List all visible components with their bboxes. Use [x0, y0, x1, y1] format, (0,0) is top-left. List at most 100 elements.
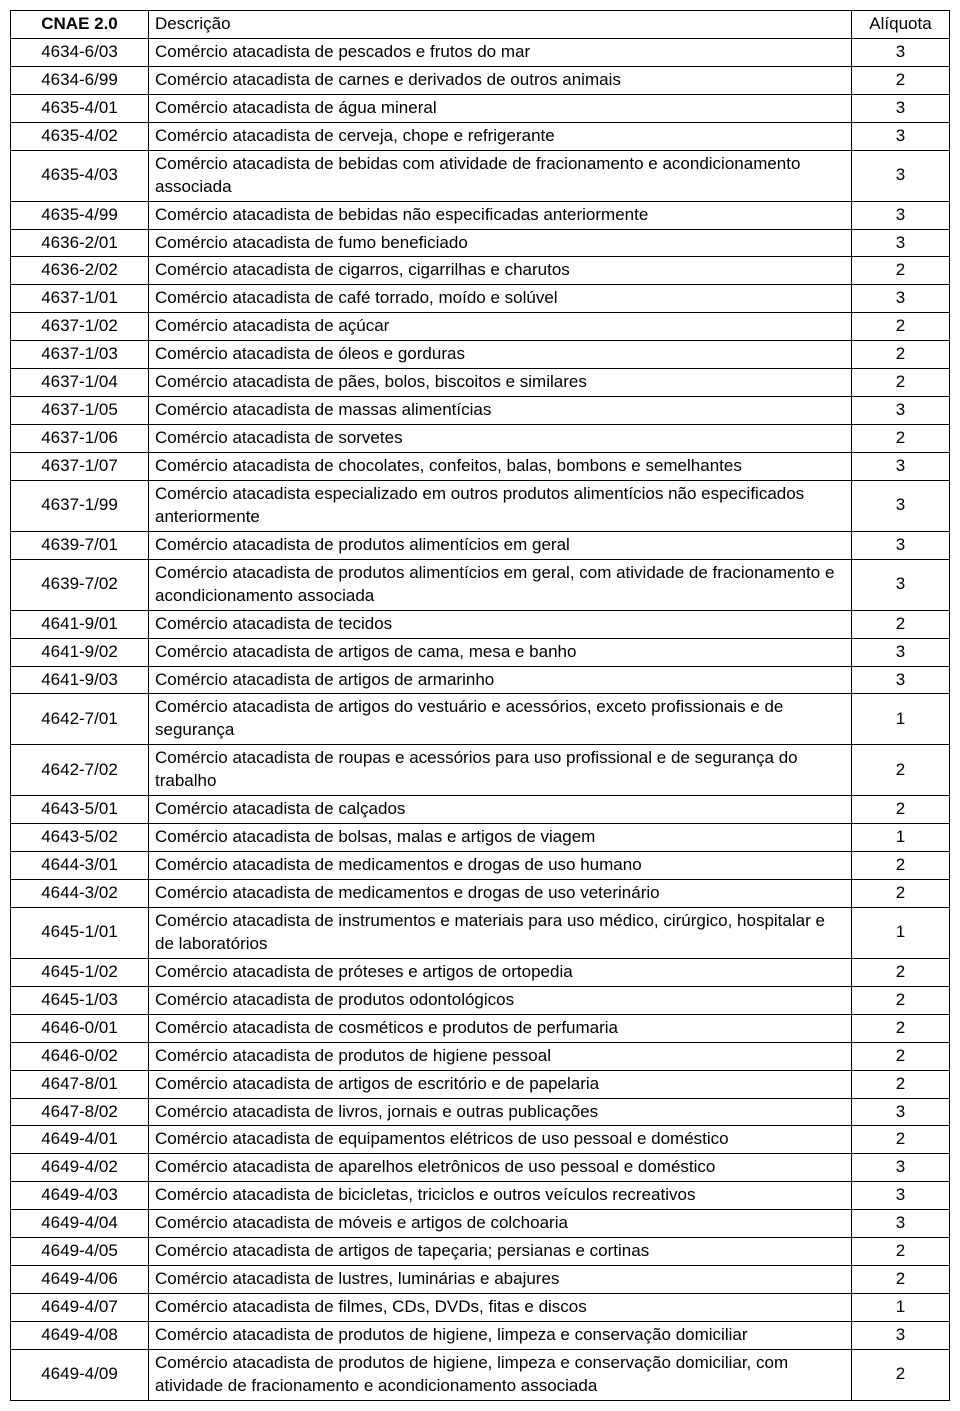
table-row: 4649-4/08Comércio atacadista de produtos… [11, 1322, 950, 1350]
cell-cnae: 4641-9/02 [11, 638, 149, 666]
table-row: 4636-2/02Comércio atacadista de cigarros… [11, 257, 950, 285]
cell-aliquota: 2 [852, 1014, 950, 1042]
cell-aliquota: 3 [852, 1322, 950, 1350]
cell-descricao: Comércio atacadista de filmes, CDs, DVDs… [149, 1294, 852, 1322]
table-row: 4637-1/05Comércio atacadista de massas a… [11, 397, 950, 425]
cell-aliquota: 3 [852, 666, 950, 694]
cell-cnae: 4647-8/02 [11, 1098, 149, 1126]
cell-aliquota: 2 [852, 745, 950, 796]
table-row: 4649-4/01Comércio atacadista de equipame… [11, 1126, 950, 1154]
cell-descricao: Comércio atacadista de produtos alimentí… [149, 531, 852, 559]
cell-descricao: Comércio atacadista de óleos e gorduras [149, 341, 852, 369]
cell-cnae: 4637-1/99 [11, 480, 149, 531]
table-row: 4644-3/01Comércio atacadista de medicame… [11, 852, 950, 880]
cell-aliquota: 3 [852, 94, 950, 122]
cell-descricao: Comércio atacadista de pescados e frutos… [149, 38, 852, 66]
table-row: 4634-6/03Comércio atacadista de pescados… [11, 38, 950, 66]
cell-cnae: 4649-4/07 [11, 1294, 149, 1322]
cell-cnae: 4639-7/01 [11, 531, 149, 559]
cell-aliquota: 2 [852, 610, 950, 638]
cell-cnae: 4637-1/04 [11, 369, 149, 397]
cell-descricao: Comércio atacadista de artigos de escrit… [149, 1070, 852, 1098]
table-row: 4643-5/02Comércio atacadista de bolsas, … [11, 824, 950, 852]
header-aliquota: Alíquota [852, 11, 950, 39]
cell-aliquota: 2 [852, 425, 950, 453]
table-row: 4644-3/02Comércio atacadista de medicame… [11, 880, 950, 908]
table-row: 4641-9/03Comércio atacadista de artigos … [11, 666, 950, 694]
cell-aliquota: 2 [852, 313, 950, 341]
cell-cnae: 4645-1/01 [11, 907, 149, 958]
cell-aliquota: 3 [852, 1154, 950, 1182]
header-cnae: CNAE 2.0 [11, 11, 149, 39]
cell-aliquota: 3 [852, 531, 950, 559]
cell-cnae: 4644-3/02 [11, 880, 149, 908]
cell-aliquota: 3 [852, 397, 950, 425]
cell-aliquota: 2 [852, 1266, 950, 1294]
cell-aliquota: 1 [852, 907, 950, 958]
cell-aliquota: 3 [852, 122, 950, 150]
cell-aliquota: 2 [852, 986, 950, 1014]
table-row: 4637-1/03Comércio atacadista de óleos e … [11, 341, 950, 369]
cell-descricao: Comércio atacadista de móveis e artigos … [149, 1210, 852, 1238]
cell-descricao: Comércio atacadista de produtos de higie… [149, 1322, 852, 1350]
table-row: 4649-4/03Comércio atacadista de biciclet… [11, 1182, 950, 1210]
cell-descricao: Comércio atacadista de lustres, luminári… [149, 1266, 852, 1294]
cell-aliquota: 2 [852, 880, 950, 908]
cell-descricao: Comércio atacadista de artigos de armari… [149, 666, 852, 694]
cell-descricao: Comércio atacadista de cerveja, chope e … [149, 122, 852, 150]
cell-cnae: 4634-6/03 [11, 38, 149, 66]
table-row: 4635-4/01Comércio atacadista de água min… [11, 94, 950, 122]
cell-aliquota: 3 [852, 201, 950, 229]
cell-aliquota: 3 [852, 480, 950, 531]
table-row: 4645-1/01Comércio atacadista de instrume… [11, 907, 950, 958]
table-row: 4645-1/03Comércio atacadista de produtos… [11, 986, 950, 1014]
cell-cnae: 4635-4/03 [11, 150, 149, 201]
cell-cnae: 4635-4/99 [11, 201, 149, 229]
cell-cnae: 4635-4/02 [11, 122, 149, 150]
cell-cnae: 4643-5/01 [11, 796, 149, 824]
cell-descricao: Comércio atacadista de tecidos [149, 610, 852, 638]
cell-descricao: Comércio atacadista de calçados [149, 796, 852, 824]
cell-cnae: 4637-1/06 [11, 425, 149, 453]
cell-cnae: 4649-4/01 [11, 1126, 149, 1154]
table-row: 4649-4/02Comércio atacadista de aparelho… [11, 1154, 950, 1182]
cell-cnae: 4643-5/02 [11, 824, 149, 852]
cell-cnae: 4635-4/01 [11, 94, 149, 122]
cell-descricao: Comércio atacadista de roupas e acessóri… [149, 745, 852, 796]
cell-cnae: 4637-1/02 [11, 313, 149, 341]
cell-cnae: 4642-7/01 [11, 694, 149, 745]
cell-aliquota: 1 [852, 694, 950, 745]
cell-aliquota: 3 [852, 38, 950, 66]
table-row: 4637-1/07Comércio atacadista de chocolat… [11, 453, 950, 481]
cell-aliquota: 2 [852, 341, 950, 369]
table-row: 4641-9/01Comércio atacadista de tecidos2 [11, 610, 950, 638]
table-row: 4649-4/07Comércio atacadista de filmes, … [11, 1294, 950, 1322]
table-row: 4649-4/09Comércio atacadista de produtos… [11, 1349, 950, 1400]
table-row: 4646-0/02Comércio atacadista de produtos… [11, 1042, 950, 1070]
cell-aliquota: 1 [852, 1294, 950, 1322]
table-row: 4637-1/01Comércio atacadista de café tor… [11, 285, 950, 313]
cell-descricao: Comércio atacadista de artigos de cama, … [149, 638, 852, 666]
cell-cnae: 4637-1/05 [11, 397, 149, 425]
cell-descricao: Comércio atacadista de artigos do vestuá… [149, 694, 852, 745]
table-row: 4649-4/06Comércio atacadista de lustres,… [11, 1266, 950, 1294]
table-row: 4635-4/02Comércio atacadista de cerveja,… [11, 122, 950, 150]
cell-descricao: Comércio atacadista de produtos de higie… [149, 1349, 852, 1400]
cell-cnae: 4647-8/01 [11, 1070, 149, 1098]
table-row: 4635-4/99Comércio atacadista de bebidas … [11, 201, 950, 229]
cell-cnae: 4636-2/01 [11, 229, 149, 257]
cnae-table: CNAE 2.0 Descrição Alíquota 4634-6/03Com… [10, 10, 950, 1401]
cell-cnae: 4641-9/01 [11, 610, 149, 638]
table-row: 4636-2/01Comércio atacadista de fumo ben… [11, 229, 950, 257]
cell-aliquota: 2 [852, 1070, 950, 1098]
cell-cnae: 4646-0/02 [11, 1042, 149, 1070]
cell-cnae: 4634-6/99 [11, 66, 149, 94]
cell-cnae: 4649-4/09 [11, 1349, 149, 1400]
cell-cnae: 4646-0/01 [11, 1014, 149, 1042]
cell-aliquota: 3 [852, 285, 950, 313]
cell-descricao: Comércio atacadista de bebidas não espec… [149, 201, 852, 229]
cell-aliquota: 3 [852, 229, 950, 257]
cell-aliquota: 3 [852, 1210, 950, 1238]
cell-aliquota: 3 [852, 559, 950, 610]
cell-cnae: 4649-4/05 [11, 1238, 149, 1266]
